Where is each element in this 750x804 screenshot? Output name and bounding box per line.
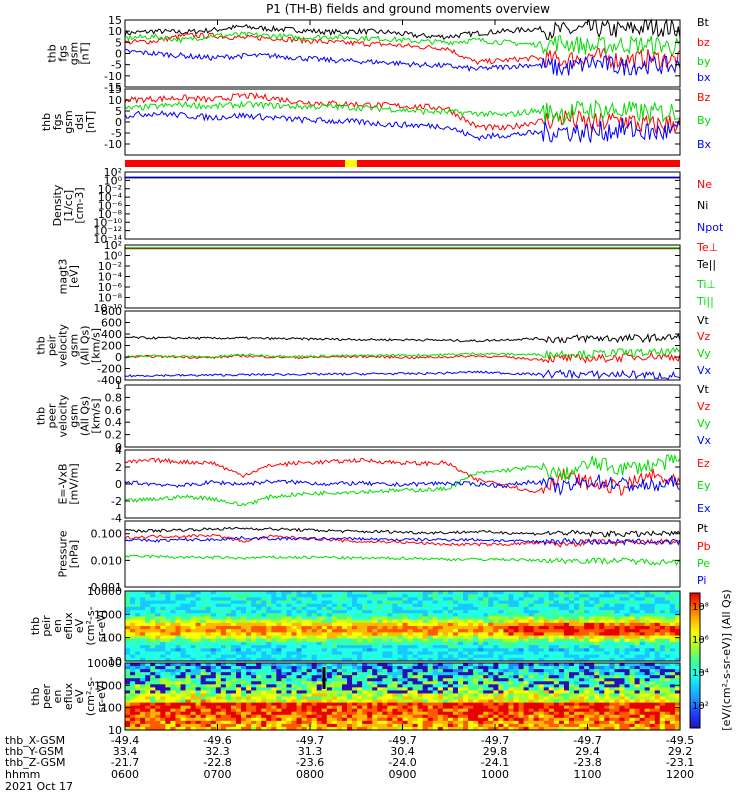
legend-label-3-0: Te⊥ (696, 241, 718, 254)
y-tick-label-6-1: 2 (115, 461, 122, 474)
y-tick-label-6-2: 0 (115, 478, 122, 491)
y-tick-label-6-0: 4 (115, 444, 122, 457)
y-tick-label-7-1: 0.010 (91, 554, 123, 567)
legend-label-7-3: Pi (697, 574, 706, 587)
legend-label-6-2: Ex (697, 502, 711, 515)
y-label-5-5: [km/s] (90, 398, 103, 433)
legend-label-3-1: Te|| (696, 258, 716, 271)
y-label-3-1: [eV] (68, 265, 81, 288)
y-tick-label-6-3: -2 (111, 495, 122, 508)
legend-label-7-1: Pb (697, 540, 711, 553)
legend-label-5-3: Vx (697, 434, 712, 447)
legend-label-2-0: Ne (697, 178, 712, 191)
legend-label-0-3: bx (697, 71, 711, 84)
y-tick-label-5-2: 0.6 (105, 404, 123, 417)
legend-label-5-2: Vy (697, 417, 711, 430)
y-tick-label-1-5: -10 (104, 138, 122, 151)
legend-label-4-1: Vz (697, 330, 711, 343)
legend-label-5-1: Vz (697, 400, 711, 413)
y-tick-label-8-0: 10000 (87, 585, 122, 598)
legend-label-4-2: Vy (697, 347, 711, 360)
legend-label-0-2: by (697, 55, 711, 68)
legend-label-4-3: Vx (697, 364, 712, 377)
plot-title: P1 (TH-B) fields and ground moments over… (266, 2, 550, 16)
legend-label-1-1: By (697, 114, 712, 127)
legend-label-2-2: Npot (697, 221, 724, 234)
legend-label-7-2: Pe (697, 557, 710, 570)
legend-label-4-0: Vt (697, 314, 710, 327)
legend-label-7-0: Pt (697, 522, 709, 535)
heatmap-cells-8 (125, 591, 681, 662)
y-tick-label-5-3: 0.4 (105, 416, 123, 429)
legend-label-1-2: Bx (697, 138, 712, 151)
legend-label-6-0: Ez (697, 457, 710, 470)
y-label-0-3: [nT] (79, 42, 92, 64)
heatmap-cells-9 (125, 663, 681, 731)
y-label-8-6: sr-eV) (95, 610, 108, 642)
y-tick-label-7-0: 0.100 (91, 528, 123, 541)
y-label-1-4: [nT] (84, 111, 97, 133)
y-tick-label-5-1: 0.8 (105, 391, 123, 404)
y-label-2-2: [cm-3] (73, 187, 86, 223)
y-tick-label-5-0: 1 (115, 379, 122, 392)
y-label-6-1: [mV/m] (68, 463, 81, 504)
y-label-4-5: [km/s] (90, 328, 103, 363)
legend-label-3-2: Ti⊥ (696, 278, 716, 291)
legend-label-6-1: Ey (697, 479, 711, 492)
legend-label-0-1: bz (697, 36, 710, 49)
legend-label-3-3: Ti|| (696, 295, 714, 308)
y-tick-label-6-4: -4 (111, 512, 122, 525)
legend-label-5-0: Vt (697, 383, 710, 396)
legend-label-2-1: Ni (697, 199, 708, 212)
y-tick-label-5-4: 0.2 (105, 429, 123, 442)
legend-label-0-0: Bt (697, 16, 710, 29)
legend-label-1-0: Bz (697, 91, 711, 104)
y-label-7-1: [nPa] (68, 540, 81, 568)
